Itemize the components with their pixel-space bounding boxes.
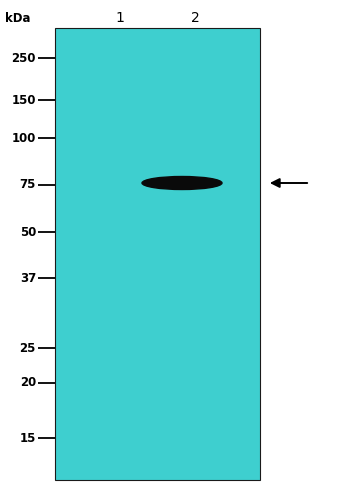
Text: 20: 20 — [20, 377, 36, 389]
Text: 250: 250 — [11, 52, 36, 64]
Text: 1: 1 — [116, 11, 125, 25]
Text: 37: 37 — [20, 271, 36, 285]
Text: 150: 150 — [11, 94, 36, 106]
Text: 50: 50 — [20, 225, 36, 239]
Text: 100: 100 — [11, 131, 36, 144]
Text: 75: 75 — [20, 179, 36, 191]
Text: 15: 15 — [20, 431, 36, 445]
Text: 25: 25 — [20, 342, 36, 354]
Bar — [55, 28, 260, 480]
Ellipse shape — [142, 177, 222, 189]
Text: kDa: kDa — [5, 12, 30, 24]
Text: 2: 2 — [190, 11, 199, 25]
